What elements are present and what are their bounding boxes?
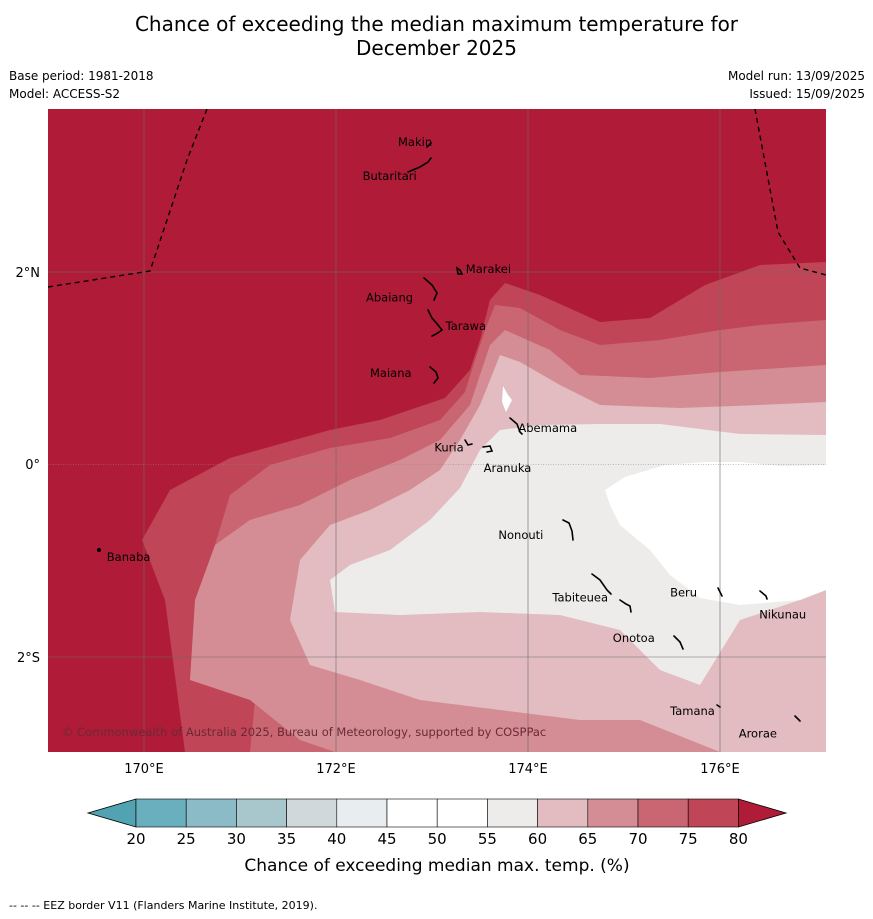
island-label-maiana: Maiana (370, 366, 412, 380)
colorbar-tick-60: 60 (528, 830, 547, 848)
lon-tick-174: 174°E (508, 762, 548, 777)
island-label-kuria: Kuria (434, 440, 463, 454)
lon-tick-176: 176°E (700, 762, 740, 777)
title-line-1: Chance of exceeding the median maximum t… (134, 12, 739, 36)
lat-tick-labels: 2°N 0° 2°S (16, 266, 41, 666)
colorbar-tick-50: 50 (428, 830, 447, 848)
colorbar-legend: 20 25 30 35 40 45 50 55 60 65 70 75 80 (86, 798, 788, 848)
colorbar-tick-30: 30 (227, 830, 246, 848)
colorbar-extend-low (86, 798, 137, 828)
colorbar-extend-high (738, 798, 788, 828)
island-label-aranuka: Aranuka (484, 461, 532, 475)
model-name: Model: ACCESS-S2 (9, 87, 121, 101)
lon-tick-172: 172°E (316, 762, 356, 777)
legend-label: Chance of exceeding median max. temp. (%… (244, 856, 629, 876)
colorbar-segment-20 (135, 798, 187, 828)
island-label-butaritari: Butaritari (363, 169, 417, 183)
colorbar-tick-75: 75 (679, 830, 698, 848)
island-shapes (96, 142, 801, 722)
colorbar-tick-45: 45 (377, 830, 396, 848)
colorbar-segment-25 (185, 798, 237, 828)
band-50-55-small (502, 386, 512, 412)
island-label-onotoa: Onotoa (613, 631, 655, 645)
colorbar-segment-50 (436, 798, 488, 828)
probability-field: Makin Butaritari Marakei Abaiang Tarawa Maian… (48, 109, 826, 752)
colorbar-tick-40: 40 (327, 830, 346, 848)
model-run: Model run: 13/09/2025 (727, 69, 865, 83)
island-label-abaiang: Abaiang (366, 290, 413, 304)
map-title: Chance of exceeding the median maximum t… (0, 12, 873, 60)
island-label-marakei: Marakei (466, 262, 511, 276)
lat-tick-2n: 2°N (16, 266, 41, 281)
lat-tick-2s: 2°S (17, 651, 40, 666)
colorbar-segment-35 (286, 798, 338, 828)
colorbar-tick-80: 80 (729, 830, 748, 848)
colorbar-tick-70: 70 (628, 830, 647, 848)
colorbar-segment-60 (537, 798, 589, 828)
copyright-text: © Commonwealth of Australia 2025, Bureau… (62, 725, 546, 739)
lon-tick-170: 170°E (124, 762, 164, 777)
island-label-makin: Makin (398, 135, 432, 149)
band-50-55-white (605, 462, 826, 605)
meta-right: Model run: 13/09/2025 Issued: 15/09/2025 (728, 67, 865, 103)
colorbar-segment-70 (637, 798, 689, 828)
colorbar-tick-20: 20 (126, 830, 145, 848)
meta-left: Base period: 1981-2018 Model: ACCESS-S2 (9, 67, 154, 103)
colorbar-segment-30 (236, 798, 287, 828)
colorbar-tick-55: 55 (478, 830, 497, 848)
colorbar-segment-40 (336, 798, 388, 828)
forecast-map: Makin Butaritari Marakei Abaiang Tarawa Maian… (16, 109, 826, 876)
lat-tick-0: 0° (25, 458, 40, 473)
island-label-nikunau: Nikunau (759, 607, 806, 621)
island-label-banaba: Banaba (107, 550, 151, 564)
colorbar-segment-45 (386, 798, 438, 828)
base-period: Base period: 1981-2018 (9, 69, 154, 83)
island-label-arorae: Arorae (739, 727, 777, 741)
island-label-abemama: Abemama (518, 421, 577, 435)
colorbar-segment-65 (587, 798, 639, 828)
colorbar-tick-25: 25 (177, 830, 196, 848)
lon-tick-labels: 170°E 172°E 174°E 176°E (124, 762, 740, 777)
issued-date: Issued: 15/09/2025 (749, 87, 865, 101)
island-label-tabiteuea: Tabiteuea (551, 590, 608, 604)
colorbar-tick-65: 65 (578, 830, 597, 848)
colorbar-tick-35: 35 (277, 830, 296, 848)
island-label-beru: Beru (670, 586, 697, 600)
eez-border (48, 109, 826, 288)
colorbar-segment-55 (487, 798, 538, 828)
island-labels: Makin Butaritari Marakei Abaiang Tarawa Maian… (107, 135, 806, 741)
island-label-tamana: Tamana (669, 704, 715, 718)
title-line-2: December 2025 (356, 36, 517, 60)
island-label-nonouti: Nonouti (498, 528, 543, 542)
colorbar-segment-75 (687, 798, 739, 828)
island-label-tarawa: Tarawa (445, 319, 486, 333)
graticule (48, 109, 826, 752)
eez-footnote: -- -- -- EEZ border V11 (Flanders Marine… (9, 899, 318, 912)
